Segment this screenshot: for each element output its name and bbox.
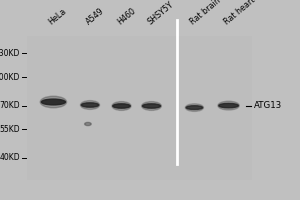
Ellipse shape — [41, 99, 65, 105]
Ellipse shape — [112, 102, 131, 110]
Text: 100KD: 100KD — [0, 72, 20, 82]
Ellipse shape — [142, 102, 161, 110]
Text: Rat heart: Rat heart — [222, 0, 257, 27]
Text: HeLa: HeLa — [47, 7, 68, 27]
Text: ATG13: ATG13 — [254, 102, 282, 110]
Text: 70KD: 70KD — [0, 102, 20, 110]
Ellipse shape — [142, 104, 160, 108]
Ellipse shape — [80, 101, 100, 109]
Ellipse shape — [185, 104, 203, 111]
Bar — [27, 36, 252, 180]
Ellipse shape — [40, 96, 67, 108]
Ellipse shape — [218, 101, 239, 110]
Ellipse shape — [85, 122, 91, 126]
Ellipse shape — [219, 103, 238, 108]
Text: 130KD: 130KD — [0, 48, 20, 58]
Ellipse shape — [81, 103, 99, 107]
Text: H460: H460 — [116, 7, 137, 27]
Text: 40KD: 40KD — [0, 154, 20, 162]
Text: 55KD: 55KD — [0, 124, 20, 134]
Text: A549: A549 — [84, 7, 106, 27]
Text: Rat brain: Rat brain — [189, 0, 223, 27]
Ellipse shape — [113, 104, 130, 108]
Ellipse shape — [186, 106, 203, 110]
Text: SHSY5Y: SHSY5Y — [146, 0, 175, 27]
